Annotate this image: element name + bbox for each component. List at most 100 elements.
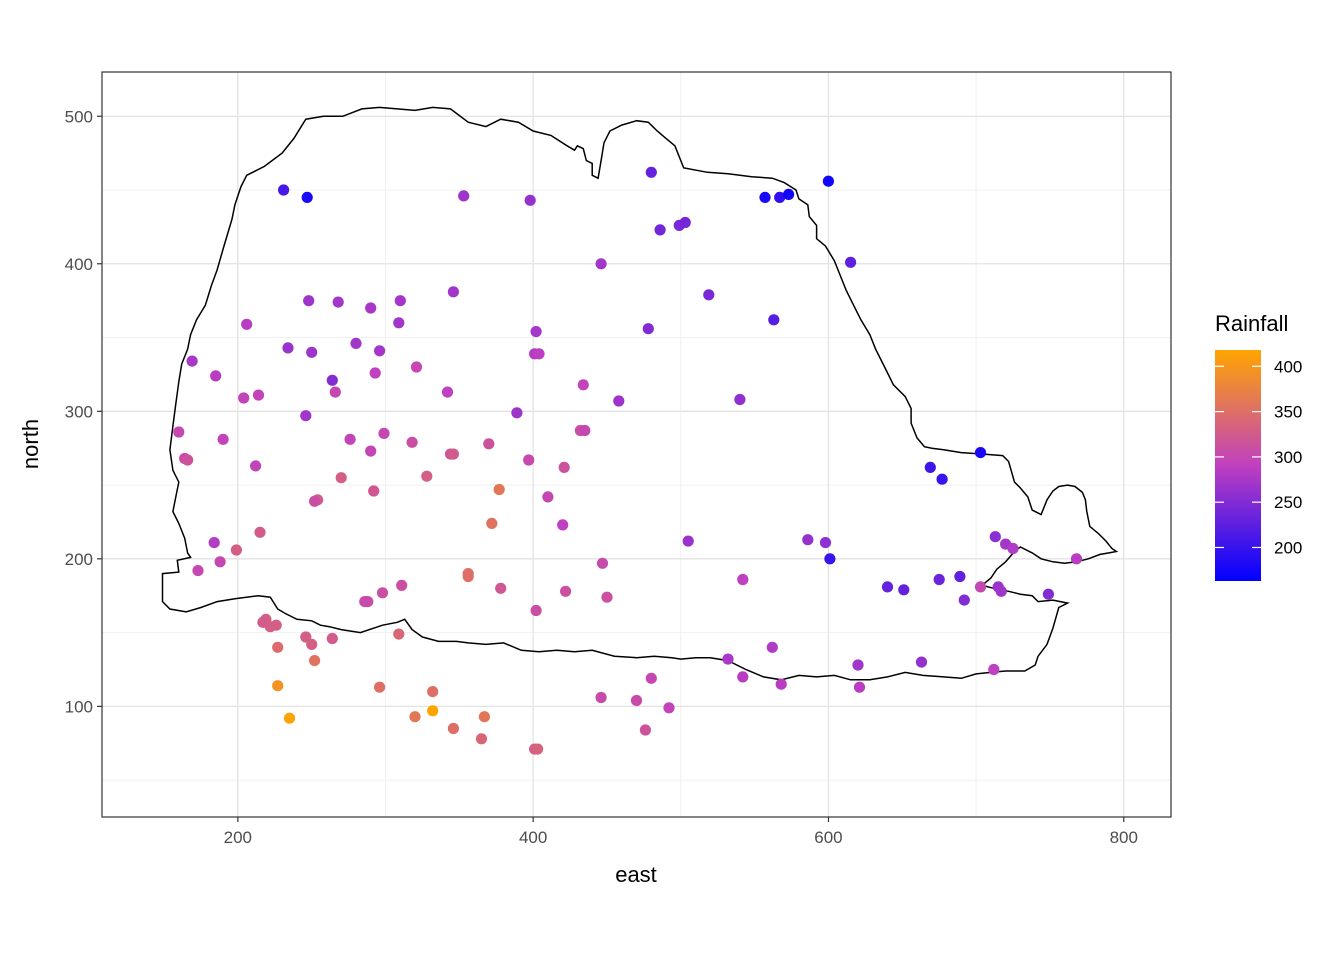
rainfall-point — [915, 656, 928, 668]
rainfall-point — [533, 348, 545, 360]
rainfall-point — [663, 702, 675, 714]
rainfall-point — [376, 587, 389, 599]
legend-tick-label: 400 — [1274, 357, 1302, 376]
y-tick-label: 300 — [65, 402, 93, 421]
rainfall-point — [300, 410, 312, 422]
rainfall-point — [208, 537, 220, 549]
rainfall-point — [881, 581, 894, 593]
rainfall-point — [447, 286, 459, 298]
rainfall-point — [737, 671, 749, 683]
rainfall-point — [852, 659, 864, 671]
legend-tick-label: 350 — [1274, 403, 1302, 422]
y-tick-label: 500 — [65, 107, 93, 126]
rainfall-point — [374, 345, 386, 357]
rainfall-point — [441, 386, 454, 398]
rainfall-point — [393, 628, 405, 640]
rainfall-point — [329, 386, 341, 398]
rainfall-point — [478, 711, 490, 723]
legend-tick-label: 300 — [1274, 448, 1302, 467]
rainfall-point — [722, 653, 734, 665]
rainfall-point — [186, 355, 198, 367]
rainfall-point — [282, 342, 294, 354]
rainfall-point — [845, 256, 857, 268]
color-legend: Rainfall 200 250 300 350 400 — [1215, 311, 1302, 581]
rainfall-point — [759, 191, 771, 203]
rainfall-point — [301, 191, 313, 203]
rainfall-point — [254, 526, 266, 538]
rainfall-point — [596, 557, 609, 569]
rainfall-point — [530, 326, 542, 338]
rainfall-point — [524, 194, 536, 206]
rainfall-point — [238, 392, 250, 404]
rainfall-point — [306, 346, 318, 358]
rainfall-point — [734, 393, 746, 406]
rainfall-point — [768, 314, 780, 326]
rainfall-point — [475, 733, 488, 745]
rainfall-point — [309, 495, 321, 507]
rainfall-point — [394, 295, 406, 307]
rainfall-point — [350, 337, 362, 349]
panel-background — [102, 72, 1171, 817]
rainfall-point — [595, 258, 607, 270]
rainfall-point — [393, 317, 405, 329]
rainfall-point — [257, 616, 269, 628]
legend-title: Rainfall — [1215, 311, 1288, 336]
rainfall-point — [241, 318, 253, 330]
rainfall-point — [737, 573, 749, 586]
rainfall-point — [495, 582, 507, 594]
rainfall-point — [303, 295, 315, 307]
rainfall-point — [447, 448, 459, 460]
x-axis-ticks: 200 400 600 800 — [224, 817, 1138, 847]
rainfall-point — [283, 712, 296, 724]
legend-ticks: 200 250 300 350 400 — [1215, 357, 1302, 557]
rainfall-point — [378, 427, 390, 439]
rainfall-point — [954, 570, 966, 583]
x-axis-title: east — [615, 862, 657, 887]
y-tick-label: 200 — [65, 550, 93, 569]
y-axis-ticks: 100 200 300 400 500 — [65, 107, 102, 716]
region-border — [161, 106, 1119, 681]
rainfall-point — [410, 361, 423, 373]
rainfall-point — [924, 461, 936, 473]
rainfall-point — [270, 619, 282, 631]
rainfall-point — [278, 184, 290, 196]
rainfall-point — [409, 711, 421, 723]
rainfall-point — [309, 655, 321, 667]
y-tick-label: 100 — [65, 697, 93, 716]
rainfall-point — [532, 743, 544, 755]
rainfall-point — [335, 472, 347, 484]
rainfall-point — [369, 367, 381, 379]
rainfall-point — [359, 596, 371, 608]
rainfall-point — [523, 454, 535, 466]
rainfall-point — [958, 594, 970, 606]
rainfall-point — [542, 491, 554, 503]
rainfall-point — [214, 556, 226, 568]
y-axis-title: north — [18, 419, 43, 469]
rainfall-point — [406, 436, 418, 448]
rainfall-point — [486, 517, 498, 530]
rainfall-point — [558, 461, 570, 473]
rainfall-point — [427, 705, 439, 717]
rainfall-point — [613, 395, 625, 407]
rainfall-point — [645, 166, 657, 178]
rainfall-point — [483, 438, 495, 450]
rainfall-point — [579, 424, 591, 437]
rainfall-point — [368, 485, 380, 497]
rainfall-point — [250, 460, 262, 472]
rainfall-point — [974, 447, 987, 459]
x-tick-label: 800 — [1110, 828, 1138, 847]
rainfall-point — [182, 454, 194, 466]
x-tick-label: 200 — [224, 828, 252, 847]
legend-tick-label: 200 — [1274, 538, 1302, 557]
rainfall-point — [783, 188, 795, 200]
rainfall-point — [493, 483, 505, 496]
rainfall-point — [595, 691, 607, 704]
rainfall-point — [995, 585, 1007, 597]
x-tick-label: 600 — [814, 828, 842, 847]
rainfall-point — [332, 296, 344, 308]
rainfall-point — [374, 681, 386, 693]
rainfall-point — [775, 678, 787, 690]
rainfall-point — [630, 694, 643, 707]
rainfall-point — [936, 473, 948, 485]
